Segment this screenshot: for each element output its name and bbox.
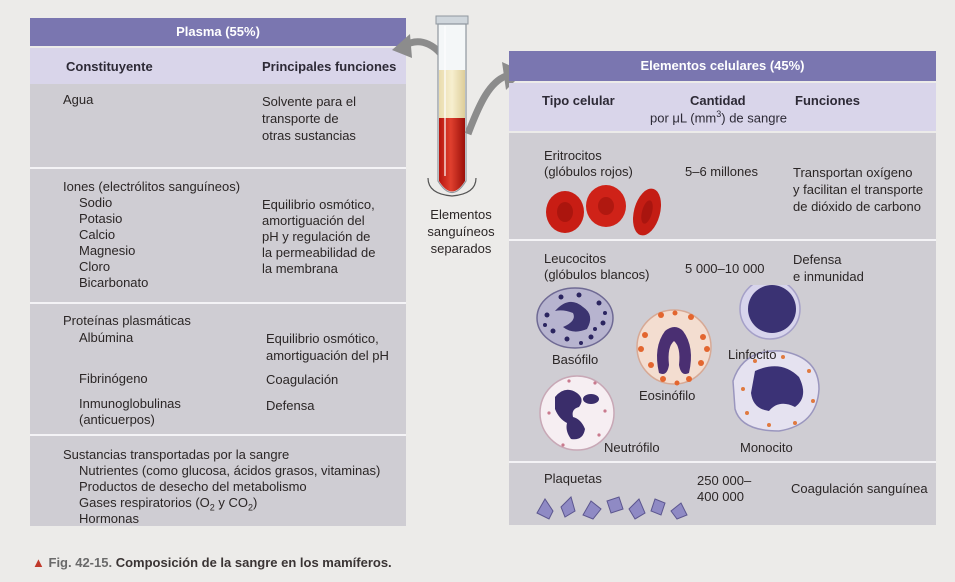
function-text: Coagulación xyxy=(266,372,339,387)
cells-row-leukocytes: Leucocitos (glóbulos blancos) 5 000–10 0… xyxy=(509,241,936,463)
basophil-label: Basófilo xyxy=(552,352,599,367)
cells-arrow-icon xyxy=(464,72,508,136)
constituent-item: Inmunoglobulinas xyxy=(79,396,181,411)
plasma-layer xyxy=(439,70,465,118)
cell-quantity: 250 000– xyxy=(697,473,752,488)
function-text: y facilitan el transporte xyxy=(793,182,924,197)
blood-cell-layer xyxy=(439,118,465,192)
function-text: Defensa xyxy=(793,252,842,267)
function-text: amortiguación del pH xyxy=(266,348,389,363)
column-header-functions: Principales funciones xyxy=(262,59,397,74)
cell-type-name: Plaquetas xyxy=(544,471,602,486)
basophil-cell xyxy=(536,287,614,349)
function-text: la permeabilidad de xyxy=(262,245,376,260)
constituent-item: Sodio xyxy=(79,195,113,210)
cell-type-name: (glóbulos rojos) xyxy=(544,164,633,179)
constituent-item: Potasio xyxy=(79,211,123,226)
cell-type-name: Eritrocitos xyxy=(544,148,602,163)
cell-quantity: 400 000 xyxy=(697,489,744,504)
test-tube-illustration xyxy=(392,15,524,197)
cells-row-erythrocytes: Eritrocitos (glóbulos rojos) 5–6 millone… xyxy=(509,133,936,241)
function-text: transporte de xyxy=(262,111,339,126)
plasma-row-proteins: Proteínas plasmáticas Albúmina Fibrinóge… xyxy=(30,304,406,436)
leukocytes-illustration xyxy=(536,285,820,451)
constituent-name: Agua xyxy=(63,92,94,107)
function-text: la membrana xyxy=(262,261,338,276)
cell-quantity: 5 000–10 000 xyxy=(685,261,765,276)
constituent-item: (anticuerpos) xyxy=(79,412,155,427)
column-header-quantity-unit: por μL (mm3) de sangre xyxy=(650,109,788,126)
lymphocyte-cell xyxy=(739,285,801,340)
function-text: Coagulación sanguínea xyxy=(791,481,928,496)
function-text: Defensa xyxy=(266,398,315,413)
monocyte-cell xyxy=(732,350,820,432)
caption-marker-icon: ▲ xyxy=(32,555,45,570)
function-text: otras sustancias xyxy=(262,128,356,143)
constituent-item: Gases respiratorios (O2 y CO2) xyxy=(79,495,258,513)
constituent-item: Albúmina xyxy=(79,330,134,345)
function-text: Equilibrio osmótico, xyxy=(266,331,379,346)
neutrophil-cell xyxy=(539,375,615,451)
plasma-row-ions: Iones (electrólitos sanguíneos) Sodio Po… xyxy=(30,169,406,304)
caption-figure-number: Fig. 42-15. xyxy=(48,555,113,570)
column-header-constituent: Constituyente xyxy=(66,59,153,74)
neutrophil-label: Neutrófilo xyxy=(604,440,660,455)
constituent-item: Magnesio xyxy=(79,243,136,258)
cells-header: Elementos celulares (45%) xyxy=(509,51,936,81)
plasma-header: Plasma (55%) xyxy=(30,18,406,46)
caption-text: Composición de la sangre en los mamífero… xyxy=(115,555,392,570)
function-text: e inmunidad xyxy=(793,269,864,284)
tube-label: Elementos sanguíneos separados xyxy=(426,206,496,257)
constituent-item: Productos de desecho del metabolismo xyxy=(79,479,307,494)
eosinophil-label: Eosinófilo xyxy=(639,388,696,403)
function-text: Transportan oxígeno xyxy=(793,165,913,180)
constituent-item: Fibrinógeno xyxy=(79,371,148,386)
cell-type-name: Leucocitos xyxy=(544,251,607,266)
bracket-icon xyxy=(427,177,477,197)
lymphocyte-label: Linfocito xyxy=(728,347,777,362)
eosinophil-cell xyxy=(636,309,712,386)
platelets-illustration xyxy=(536,496,688,520)
function-text: amortiguación del xyxy=(262,213,365,228)
function-text: Solvente para el xyxy=(262,94,356,109)
cells-column-header: Tipo celular Cantidad por μL (mm3) de sa… xyxy=(509,83,936,131)
function-text: Equilibrio osmótico, xyxy=(262,197,375,212)
constituent-name: Proteínas plasmáticas xyxy=(63,313,191,328)
cells-panel: Elementos celulares (45%) Tipo celular C… xyxy=(509,51,936,525)
constituent-item: Calcio xyxy=(79,227,116,242)
constituent-item: Nutrientes (como glucosa, ácidos grasos,… xyxy=(79,463,381,478)
column-header-type: Tipo celular xyxy=(542,93,615,108)
plasma-arrow-head-icon xyxy=(392,34,412,58)
column-header-quantity: Cantidad xyxy=(690,93,746,108)
constituent-item: Bicarbonato xyxy=(79,275,149,290)
monocyte-label: Monocito xyxy=(740,440,793,455)
constituent-item: Cloro xyxy=(79,259,111,274)
plasma-panel: Plasma (55%) Constituyente Principales f… xyxy=(30,18,406,526)
constituent-item: Hormonas xyxy=(79,511,139,526)
figure-caption: ▲ Fig. 42-15. Composición de la sangre e… xyxy=(32,555,392,570)
column-header-functions: Funciones xyxy=(795,93,861,108)
function-text: pH y regulación de xyxy=(262,229,371,244)
plasma-row-water: Agua Solvente para el transporte de otra… xyxy=(30,84,406,169)
plasma-row-transported: Sustancias transportadas por la sangre N… xyxy=(30,436,406,526)
cell-type-name: (glóbulos blancos) xyxy=(544,267,650,282)
tube-label-line: separados xyxy=(430,241,492,256)
cells-row-platelets: Plaquetas 250 000– 400 000 Coagulación s… xyxy=(509,463,936,525)
cell-quantity: 5–6 millones xyxy=(685,164,758,179)
function-text: de dióxido de carbono xyxy=(793,199,921,214)
constituent-name: Sustancias transportadas por la sangre xyxy=(63,447,290,462)
tube-label-line: Elementos xyxy=(430,207,492,222)
tube-label-line: sanguíneos xyxy=(427,224,495,239)
constituent-name: Iones (electrólitos sanguíneos) xyxy=(63,179,241,194)
plasma-column-header: Constituyente Principales funciones xyxy=(30,48,406,84)
erythrocytes-illustration xyxy=(546,185,662,236)
